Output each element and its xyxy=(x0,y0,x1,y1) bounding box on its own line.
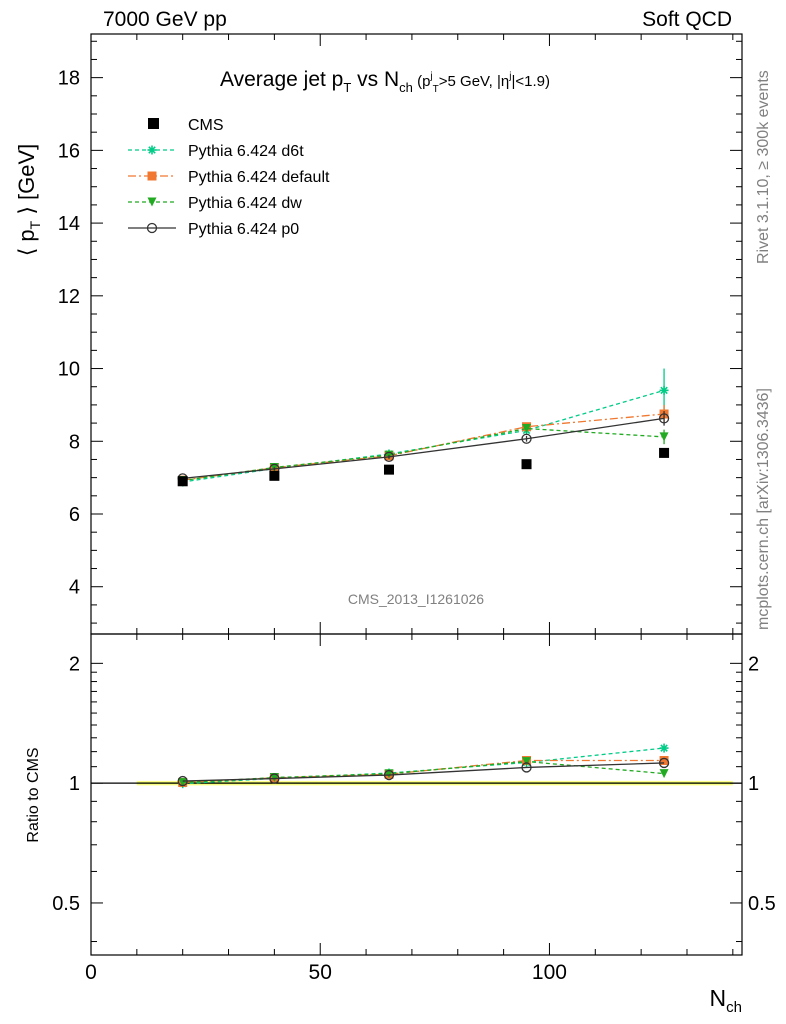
ratio-series-pythia-6-424-p0 xyxy=(177,757,670,787)
main-series-pythia-6-424-dw xyxy=(178,424,669,486)
ratio-y-tick-label: 2 xyxy=(69,653,80,675)
series-line xyxy=(182,389,665,483)
x-tick-label: 50 xyxy=(309,961,332,984)
y-axis-label: ⟨ pT ⟩ [GeV] xyxy=(14,144,43,257)
y-axis-label-open: ⟨ p xyxy=(14,229,39,256)
marker-star xyxy=(660,386,668,395)
chart-title-main: Average jet p xyxy=(220,68,343,91)
marker-star xyxy=(148,146,156,154)
y-axis-label-sub: T xyxy=(27,220,43,229)
ratio-y-tick-label-right: 2 xyxy=(748,653,759,675)
ratio-y-tick-label: 1 xyxy=(69,773,80,795)
marker-triangle xyxy=(659,769,669,779)
chart-title-mid: vs N xyxy=(351,68,399,91)
ratio-y-tick-label-right: 1 xyxy=(748,773,759,795)
data-point xyxy=(269,470,280,481)
cut-sup2: j xyxy=(508,71,511,82)
x-axis-label-sub: ch xyxy=(726,999,742,1016)
cut-mid: >5 GeV, |η xyxy=(439,73,509,90)
legend-label: Pythia 6.424 p0 xyxy=(188,221,299,238)
marker-triangle xyxy=(269,773,279,783)
marker-circle xyxy=(177,775,188,787)
y-tick-label: 14 xyxy=(58,213,80,235)
cut-sub1: T xyxy=(433,84,439,95)
legend-label: Pythia 6.424 default xyxy=(188,169,330,186)
marker-circle xyxy=(146,222,158,234)
y-tick-label: 8 xyxy=(69,431,80,453)
ratio-y-tick-label-right: 0.5 xyxy=(748,893,776,915)
main-series-cms xyxy=(177,447,670,487)
cut-open: (p xyxy=(413,73,431,90)
legend-marker-cms xyxy=(148,118,159,129)
legend-label: CMS xyxy=(188,117,224,134)
marker-star xyxy=(660,744,668,752)
y-axis-label-close: ⟩ [GeV] xyxy=(14,144,39,221)
y-tick-label: 12 xyxy=(58,286,80,308)
ratio-y-tick-label: 0.5 xyxy=(52,893,80,915)
series-line xyxy=(182,762,665,782)
marker-circle xyxy=(383,769,395,781)
marker-circle xyxy=(521,762,532,773)
marker-square xyxy=(659,755,669,765)
series-line xyxy=(182,759,665,784)
marker-circle xyxy=(658,757,670,769)
marker-triangle xyxy=(522,757,532,767)
x-tick-label: 0 xyxy=(85,961,97,984)
marker-circle xyxy=(383,451,395,463)
marker-triangle xyxy=(522,424,532,434)
collision-label: 7000 GeV pp xyxy=(103,8,227,31)
y-tick-label: 18 xyxy=(58,68,80,90)
marker-circle xyxy=(269,773,280,784)
y-tick-label: 6 xyxy=(69,504,80,526)
main-series-pythia-6-424-p0 xyxy=(177,411,670,484)
x-tick-label: 100 xyxy=(532,961,567,984)
main-series-pythia-6-424-default xyxy=(178,404,669,485)
ratio-plot-frame xyxy=(90,633,743,956)
data-point xyxy=(383,464,394,475)
analysis-tag: CMS_2013_I1261026 xyxy=(348,591,484,607)
cut-sup1: j xyxy=(429,71,432,82)
legend-label: Pythia 6.424 d6t xyxy=(188,143,304,160)
data-point xyxy=(521,459,532,470)
marker-triangle xyxy=(147,197,157,207)
main-series-pythia-6-424-d6t xyxy=(178,368,669,487)
y-tick-label: 10 xyxy=(58,359,80,381)
y-tick-label: 4 xyxy=(69,577,80,599)
chart-title-sub1: T xyxy=(343,80,351,95)
marker-square xyxy=(147,171,157,181)
legend: CMS Pythia 6.424 d6t Pythia 6.424 default P… xyxy=(128,117,330,238)
series-line xyxy=(182,427,665,482)
process-label: Soft QCD xyxy=(642,8,732,31)
x-axis-label-main: N xyxy=(710,985,727,1011)
chart-title: Average jet pT vs Nch (pjT>5 GeV, |ηj|<1… xyxy=(220,68,550,95)
ratio-y-axis-label: Ratio to CMS xyxy=(25,747,42,842)
cut-close: |<1.9) xyxy=(511,73,550,90)
data-point xyxy=(177,476,188,487)
data-point xyxy=(659,447,670,458)
y-tick-label: 16 xyxy=(58,140,80,162)
marker-triangle xyxy=(659,432,669,442)
legend-label: Pythia 6.424 dw xyxy=(188,195,302,212)
chart-title-sub2: ch xyxy=(399,80,413,95)
marker-circle xyxy=(521,433,532,444)
marker-circle xyxy=(658,413,670,424)
x-axis-label: Nch xyxy=(710,985,742,1016)
